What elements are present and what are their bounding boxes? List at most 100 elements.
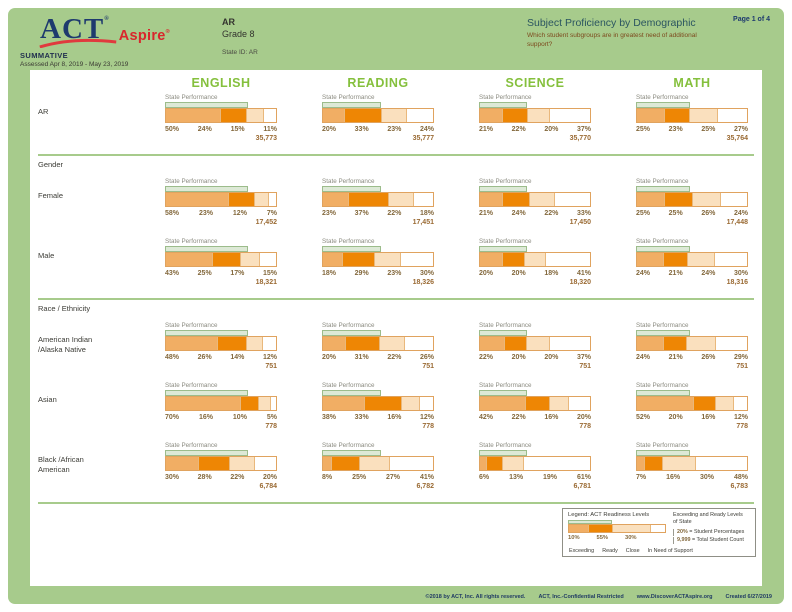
state-performance-bar: [165, 186, 248, 192]
student-count: 17,450: [569, 219, 591, 226]
student-count: 751: [579, 363, 591, 370]
segment-in-need-of-support: [399, 253, 433, 266]
proficiency-chart-science: State Performance 22% 20% 20% 37% 751: [479, 322, 591, 370]
segment-in-need-of-support: [388, 457, 433, 470]
segment-in-need-of-support: [714, 337, 747, 350]
legend-segment-close: [611, 525, 651, 532]
program-label: SUMMATIVE: [20, 50, 69, 60]
readiness-bar: [165, 192, 277, 207]
demographic-row: AR State Performance 50% 24% 15% 11% 35,773 Sta…: [30, 94, 762, 142]
percent-in-need-of-support: 33%: [576, 210, 591, 217]
student-count: 751: [736, 363, 748, 370]
segment-ready: [228, 193, 254, 206]
percent-ready: 20%: [511, 270, 526, 277]
percent-labels: 30% 28% 22% 20%: [165, 474, 277, 481]
segment-ready: [503, 337, 527, 350]
segment-exceeding: [480, 253, 502, 266]
subject-header-reading: READING: [347, 76, 409, 90]
percent-close: 26%: [701, 210, 716, 217]
student-count: 35,777: [412, 135, 434, 142]
percent-in-need-of-support: 18%: [419, 210, 434, 217]
percent-exceeding: 22%: [479, 354, 494, 361]
row-label-line: Male: [38, 251, 55, 260]
segment-close: [380, 109, 407, 122]
state-performance-label: State Performance: [479, 322, 532, 329]
readiness-bar: [479, 456, 591, 471]
state-performance-label: State Performance: [636, 322, 689, 329]
page-number: Page 1 of 4: [733, 16, 770, 23]
state-performance-bar: [636, 186, 690, 192]
segment-close: [379, 337, 404, 350]
segment-exceeding: [637, 193, 664, 206]
segment-in-need-of-support: [717, 109, 747, 122]
student-count: 17,451: [412, 219, 434, 226]
percent-exceeding: 25%: [636, 210, 651, 217]
readiness-bar: [322, 252, 434, 267]
student-count: 17,448: [726, 219, 748, 226]
readiness-bar: [322, 108, 434, 123]
segment-in-need-of-support: [523, 457, 590, 470]
percent-in-need-of-support: 24%: [419, 126, 434, 133]
student-count: 751: [265, 363, 277, 370]
proficiency-chart-math: State Performance 52% 20% 16% 12% 778: [636, 382, 748, 430]
segment-in-need-of-support: [544, 253, 590, 266]
percent-labels: 21% 24% 22% 33%: [479, 210, 591, 217]
readiness-bar: [165, 336, 277, 351]
state-performance-label: State Performance: [636, 442, 689, 449]
percent-ready: 21%: [668, 354, 683, 361]
segment-close: [229, 457, 254, 470]
state-performance-bar: [322, 450, 382, 456]
percent-close: 22%: [387, 354, 402, 361]
proficiency-chart-english: State Performance 43% 25% 17% 15% 18,321: [165, 238, 277, 286]
segment-in-need-of-support: [412, 193, 434, 206]
percent-labels: 6% 13% 19% 61%: [479, 474, 591, 481]
segment-close: [715, 397, 734, 410]
state-performance-label: State Performance: [636, 178, 689, 185]
percent-exceeding: 42%: [479, 414, 494, 421]
percent-labels: 48% 26% 14% 12%: [165, 354, 277, 361]
percent-ready: 20%: [511, 354, 526, 361]
segment-in-need-of-support: [567, 397, 591, 410]
segment-ready: [501, 253, 525, 266]
percent-exceeding: 30%: [165, 474, 180, 481]
segment-exceeding: [323, 397, 365, 410]
percent-in-need-of-support: 30%: [419, 270, 434, 277]
proficiency-chart-science: State Performance 6% 13% 19% 61% 6,781: [479, 442, 591, 490]
percent-close: 22%: [387, 210, 402, 217]
readiness-bar: [322, 456, 434, 471]
percent-exceeding: 38%: [322, 414, 337, 421]
percent-in-need-of-support: 29%: [733, 354, 748, 361]
organization-name: AR: [222, 17, 235, 27]
proficiency-chart-science: State Performance 21% 22% 20% 37% 35,770: [479, 94, 591, 142]
percent-close: 23%: [387, 270, 402, 277]
segment-ready: [486, 457, 502, 470]
act-aspire-logo: ACT® Aspire®: [39, 15, 170, 48]
legend-segment-exceeding: [569, 525, 588, 532]
section-divider: [38, 502, 754, 504]
segment-ready: [692, 397, 716, 410]
segment-in-need-of-support: [267, 193, 276, 206]
percent-close: 22%: [230, 474, 245, 481]
proficiency-chart-science: State Performance 42% 22% 16% 20% 778: [479, 382, 591, 430]
student-count: 6,781: [573, 483, 591, 490]
percent-in-need-of-support: 7%: [266, 210, 277, 217]
percent-ready: 16%: [198, 414, 213, 421]
report-header-right: Subject Proficiency by Demographic Which…: [527, 17, 717, 50]
percent-ready: 21%: [668, 270, 683, 277]
percent-in-need-of-support: 12%: [419, 414, 434, 421]
percent-ready: 31%: [354, 354, 369, 361]
segment-close: [246, 337, 263, 350]
segment-exceeding: [166, 253, 213, 266]
legend-state-note: Exceeding and Ready Levels of State: [673, 512, 743, 526]
percent-exceeding: 50%: [165, 126, 180, 133]
percent-labels: 42% 22% 16% 20%: [479, 414, 591, 421]
section-title: Race / Ethnicity: [38, 304, 91, 313]
percent-exceeding: 70%: [165, 414, 180, 421]
segment-in-need-of-support: [258, 253, 276, 266]
segment-in-need-of-support: [253, 457, 276, 470]
subject-header-math: MATH: [673, 76, 711, 90]
segment-close: [388, 193, 413, 206]
segment-close: [246, 109, 264, 122]
percent-ready: 28%: [197, 474, 212, 481]
percent-exceeding: 24%: [636, 270, 651, 277]
